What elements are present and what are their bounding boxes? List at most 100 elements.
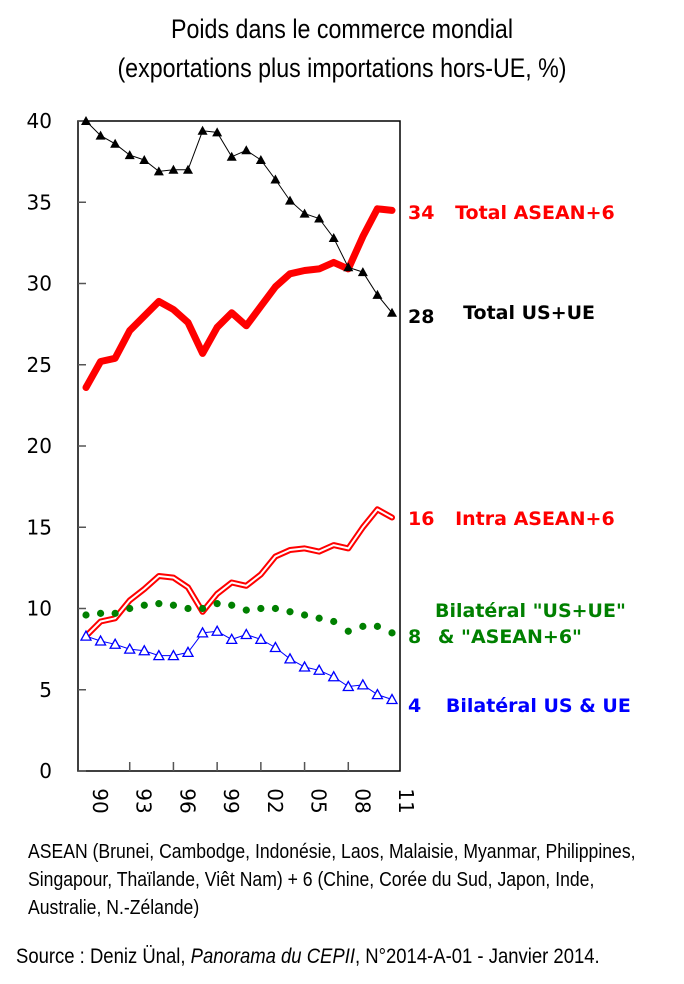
data-point-bilat-ral-us-ue (298, 660, 311, 672)
data-point-total-us-ue (299, 208, 310, 218)
data-point-bilat-ral-us-ue (123, 642, 136, 654)
data-point-total-us-ue (81, 116, 91, 125)
data-point-total-us-ue (372, 289, 383, 299)
series-line-bilat-ral-us-ue (85, 630, 393, 700)
end-value: 8 (408, 626, 422, 648)
data-point-bilat-ral-us-ue (181, 646, 195, 658)
x-tick-label: 93 (132, 788, 156, 813)
footnote-country-list: ASEAN (Brunei, Cambodge, Indonésie, Laos… (28, 841, 636, 919)
data-point-total-us-ue (270, 174, 281, 184)
data-point-total-us-ue (226, 151, 237, 161)
chart-subtitle: (exportations plus importations hors-UE,… (117, 53, 567, 83)
data-point-bilat-ral-us-ue (240, 628, 253, 640)
data-point-total-us-ue (110, 138, 121, 148)
data-point-bilat-ral-us-ue (138, 644, 151, 656)
data-point-bilat-ral-us-ue-asean-6 (300, 611, 309, 619)
data-point-total-us-ue (212, 127, 223, 137)
data-point-bilat-ral-us-ue-asean-6 (198, 604, 207, 613)
data-point-bilat-ral-us-ue-asean-6 (111, 609, 119, 617)
data-point-bilat-ral-us-ue (342, 680, 355, 692)
data-point-bilat-ral-us-ue-asean-6 (315, 614, 323, 622)
end-value: 4 (408, 695, 422, 717)
data-point-bilat-ral-us-ue (313, 663, 326, 675)
data-point-bilat-ral-us-ue (327, 670, 340, 682)
data-point-total-us-ue (197, 125, 208, 135)
series-name: Intra ASEAN+6 (455, 508, 615, 530)
y-tick-label: 25 (27, 353, 52, 377)
series-line-total-asean-6 (82, 205, 396, 391)
data-point-total-us-ue (357, 267, 368, 277)
data-point-total-us-ue (241, 145, 252, 155)
x-tick-label: 11 (394, 788, 418, 813)
x-tick-label: 90 (88, 788, 112, 813)
end-label-total-asean6: 34 Total ASEAN+6 (408, 202, 615, 224)
series-line-inner-intra-asean-6 (85, 508, 393, 638)
source-citation: Source : Deniz Ünal, Panorama du CEPII, … (16, 945, 600, 969)
data-point-bilat-ral-us-ue (167, 649, 180, 661)
series-name-line2: & "ASEAN+6" (437, 626, 582, 648)
data-point-bilat-ral-us-ue-asean-6 (242, 606, 250, 614)
y-tick-label: 40 (27, 109, 52, 133)
data-point-total-us-ue (314, 213, 325, 223)
data-point-bilat-ral-us-ue (94, 634, 107, 646)
data-point-bilat-ral-us-ue (225, 633, 238, 645)
data-point-bilat-ral-us-ue (109, 637, 122, 649)
y-tick-label: 0 (39, 759, 52, 783)
data-point-bilat-ral-us-ue (385, 693, 399, 705)
end-label-total-us-ue: 28 Total US+UE (408, 302, 596, 328)
data-point-bilat-ral-us-ue-asean-6 (155, 600, 163, 608)
data-point-bilat-ral-us-ue-asean-6 (359, 622, 367, 630)
data-point-total-us-ue (168, 164, 179, 174)
data-point-total-us-ue (153, 166, 164, 176)
data-point-bilat-ral-us-ue-asean-6 (140, 601, 148, 609)
data-point-bilat-ral-us-ue-asean-6 (330, 617, 338, 626)
series-name: Total ASEAN+6 (455, 202, 615, 224)
data-point-total-us-ue (139, 155, 150, 164)
x-tick-label: 99 (219, 788, 243, 813)
series-name-line1: Bilatéral "US+UE" (435, 600, 626, 622)
y-tick-label: 15 (27, 515, 52, 539)
data-point-bilat-ral-us-ue (211, 624, 224, 636)
chart-title: Poids dans le commerce mondial (170, 14, 514, 44)
source-suffix: , N°2014-A-01 - Janvier 2014. (354, 945, 600, 968)
data-point-total-us-ue (255, 155, 266, 164)
data-point-bilat-ral-us-ue-asean-6 (184, 604, 192, 613)
data-point-bilat-ral-us-ue (371, 688, 384, 700)
data-point-bilat-ral-us-ue-asean-6 (344, 627, 352, 635)
series-line-total-us-ue (85, 120, 393, 314)
series-name: Total US+UE (463, 302, 596, 324)
data-point-total-us-ue (183, 164, 193, 174)
y-tick-label: 5 (39, 678, 52, 702)
data-point-bilat-ral-us-ue-asean-6 (271, 604, 280, 613)
data-point-total-us-ue (343, 262, 354, 272)
data-point-bilat-ral-us-ue (254, 633, 267, 645)
series-name: Bilatéral US & UE (445, 695, 631, 717)
data-point-bilat-ral-us-ue-asean-6 (388, 629, 396, 637)
data-point-bilat-ral-us-ue (196, 626, 209, 638)
y-tick-label: 30 (27, 272, 52, 296)
data-point-total-us-ue (285, 195, 295, 205)
data-point-bilat-ral-us-ue-asean-6 (126, 604, 134, 613)
source-prefix: Source : Deniz Ünal, (16, 945, 191, 968)
end-value: 34 (408, 202, 435, 224)
data-point-bilat-ral-us-ue (356, 678, 369, 690)
data-point-bilat-ral-us-ue (269, 641, 282, 653)
plot-frame (77, 120, 401, 772)
data-point-bilat-ral-us-ue (152, 649, 165, 661)
end-label-bilateral-us-ue-asean6: Bilatéral "US+UE" 8 & "ASEAN+6" (408, 600, 626, 648)
data-point-bilat-ral-us-ue-asean-6 (96, 609, 105, 617)
end-value: 16 (408, 508, 435, 530)
y-tick-label: 35 (27, 190, 52, 214)
data-point-bilat-ral-us-ue-asean-6 (82, 611, 90, 619)
end-label-intra-asean6: 16 Intra ASEAN+6 (408, 508, 615, 530)
source-publication: Panorama du CEPII (190, 945, 355, 968)
x-tick-label: 02 (263, 788, 287, 813)
data-point-bilat-ral-us-ue-asean-6 (213, 600, 221, 608)
data-point-bilat-ral-us-ue (79, 629, 93, 641)
y-tick-label: 10 (27, 597, 52, 621)
data-point-total-us-ue (387, 307, 397, 317)
series-line-intra-asean-6 (83, 506, 395, 640)
end-label-bilateral-us-ue: 4 Bilatéral US & UE (408, 695, 631, 717)
x-tick-label: 96 (175, 788, 199, 813)
